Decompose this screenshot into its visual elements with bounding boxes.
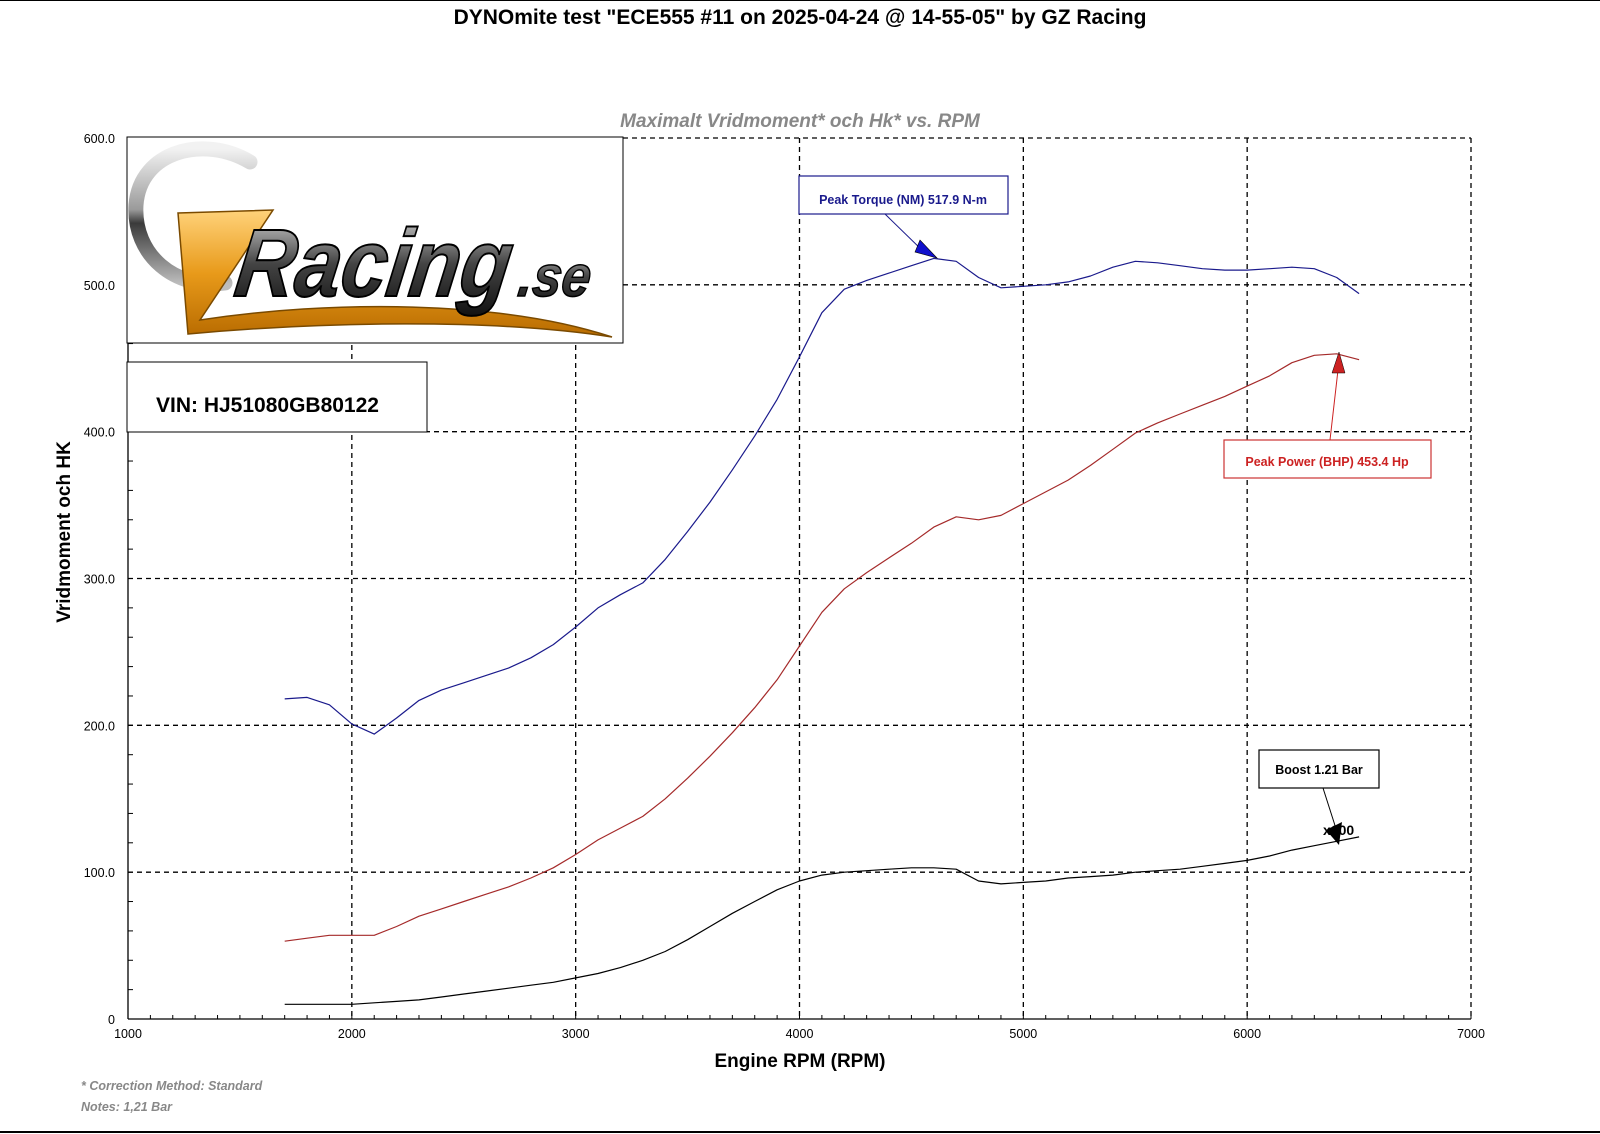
- bottom-rule: [0, 1131, 1600, 1133]
- peak-power-annotation: Peak Power (BHP) 453.4 Hp: [1223, 351, 1432, 479]
- peak-power-label: Peak Power (BHP) 453.4 Hp: [1245, 455, 1409, 469]
- page-title: DYNOmite test "ECE555 #11 on 2025-04-24 …: [453, 6, 1147, 29]
- torque-line: [284, 257, 1360, 735]
- top-rule: [0, 0, 1600, 1]
- chart-title: Maximalt Vridmoment* och Hk* vs. RPM: [620, 111, 981, 132]
- y-tick-label: 200.0: [84, 719, 115, 733]
- x-tick-label: 5000: [1009, 1027, 1037, 1041]
- peak-power-arrow: [1331, 351, 1346, 374]
- vin-label: VIN: HJ51080GB80122: [156, 394, 379, 417]
- x-tick-label: 1000: [114, 1027, 142, 1041]
- tick-labels: 1000 2000 3000 4000 5000 6000 7000 0 100.0 200.0 3…: [84, 132, 1485, 1041]
- logo-text: Racing: [229, 210, 519, 316]
- series-lines: [284, 257, 1360, 1005]
- x-tick-label: 4000: [786, 1027, 814, 1041]
- peak-torque-label: Peak Torque (NM) 517.9 N-m: [819, 193, 987, 207]
- x-tick-label: 3000: [562, 1027, 590, 1041]
- y-tick-label: 0: [108, 1013, 115, 1027]
- x-tick-label: 2000: [338, 1027, 366, 1041]
- boost-label: Boost 1.21 Bar: [1275, 763, 1363, 777]
- x-tick-label: 7000: [1457, 1027, 1485, 1041]
- logo-gold-swoosh: [177, 209, 613, 338]
- boost-line: [284, 836, 1360, 1005]
- x-axis-label: Engine RPM (RPM): [715, 1051, 886, 1072]
- peak-torque-annotation: Peak Torque (NM) 517.9 N-m: [798, 175, 1009, 259]
- power-line: [284, 353, 1360, 942]
- boost-arrow: [1326, 822, 1342, 845]
- footnote-correction: * Correction Method: Standard: [81, 1079, 263, 1093]
- y-tick-label: 400.0: [84, 426, 115, 440]
- boost-annotation: Boost 1.21 Bar x100: [1258, 749, 1380, 845]
- footnote-notes: Notes: 1,21 Bar: [81, 1100, 173, 1114]
- peak-torque-arrow: [914, 239, 938, 259]
- x-tick-label: 6000: [1233, 1027, 1261, 1041]
- boost-scale-label: x100: [1323, 822, 1354, 838]
- y-tick-label: 300.0: [84, 573, 115, 587]
- y-axis-label: Vridmoment och HK: [54, 441, 75, 623]
- logo-g-swoosh: [128, 141, 258, 292]
- gz-racing-logo: Racing .se: [126, 136, 624, 344]
- vin-box: VIN: HJ51080GB80122: [126, 361, 428, 433]
- y-tick-label: 100.0: [84, 866, 115, 880]
- y-tick-label: 600.0: [84, 132, 115, 146]
- logo-suffix: .se: [515, 244, 596, 309]
- y-tick-label: 500.0: [84, 279, 115, 293]
